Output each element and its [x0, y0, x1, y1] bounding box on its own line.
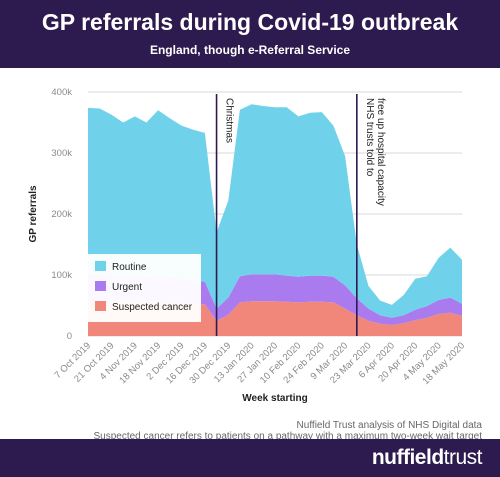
y-tick-label: 100k: [51, 270, 72, 281]
y-tick-label: 400k: [51, 87, 72, 98]
header-banner: GP referrals during Covid-19 outbreak En…: [0, 0, 500, 68]
legend-swatch: [95, 261, 106, 271]
stacked-area-chart: Christmas NHS trusts told to free up hospi…: [28, 87, 467, 404]
legend-swatch: [95, 301, 106, 311]
annotation-label: free up hospital capacity: [375, 98, 386, 206]
legend: Routine Urgent Suspected cancer: [88, 254, 201, 322]
legend-label: Suspected cancer: [112, 302, 193, 313]
source-note: Nuffield Trust analysis of NHS Digital d…: [296, 420, 482, 431]
chart-area: Christmas NHS trusts told to free up hospi…: [0, 68, 500, 420]
y-axis-title: GP referrals: [28, 185, 39, 243]
legend-swatch: [95, 281, 106, 291]
y-tick-label: 200k: [51, 209, 72, 220]
brand-logo: nuffieldtrust: [371, 446, 483, 469]
y-axis-ticks: 0 100k 200k 300k 400k: [51, 87, 72, 342]
footnote: Suspected cancer refers to patients on a…: [93, 431, 482, 442]
footer-banner: nuffieldtrust: [0, 439, 500, 477]
annotation-label: NHS trusts told to: [364, 98, 375, 177]
annotation-label: Christmas: [224, 98, 235, 143]
x-axis-title: Week starting: [242, 393, 307, 404]
chart-title: GP referrals during Covid-19 outbreak: [41, 9, 459, 35]
legend-label: Routine: [112, 262, 147, 273]
chart-subtitle: England, though e-Referral Service: [149, 43, 351, 57]
legend-box: [88, 254, 201, 322]
y-tick-label: 300k: [51, 148, 72, 159]
annotations: Christmas NHS trusts told to free up hospi…: [215, 94, 386, 336]
legend-label: Urgent: [112, 282, 142, 293]
y-tick-label: 0: [67, 331, 72, 342]
